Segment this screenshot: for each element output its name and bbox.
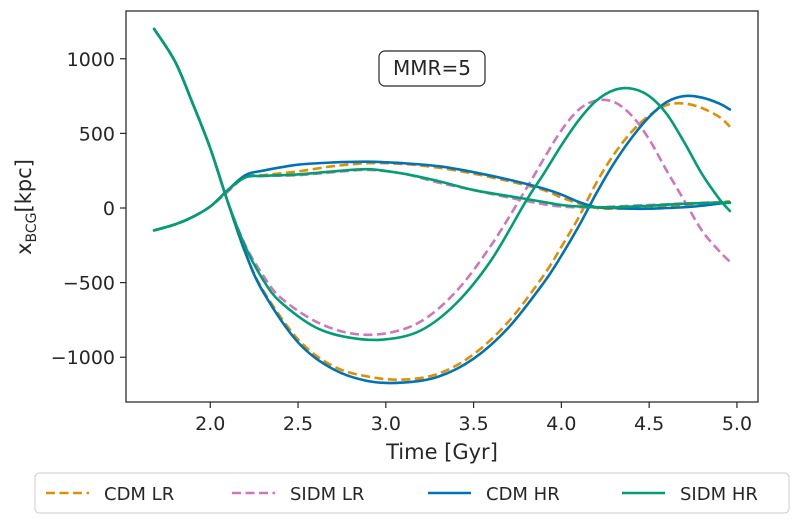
- curves: [152, 27, 732, 385]
- x-tick-label: 2.5: [283, 413, 313, 435]
- x-tick-label: 2.0: [195, 413, 225, 435]
- x-tick-label: 3.0: [371, 413, 401, 435]
- x-axis-label: Time [Gyr]: [385, 440, 498, 464]
- x-tick-label: 4.5: [634, 413, 664, 435]
- x-tick-label: 3.5: [458, 413, 488, 435]
- x-axis: 2.0 2.5 3.0 3.5 4.0 4.5 5.0: [195, 402, 752, 435]
- series-sidm-hr-curve-1: [152, 27, 732, 342]
- legend-label-cdm-hr: CDM HR: [486, 484, 560, 505]
- y-tick-label: 500: [79, 123, 115, 145]
- x-tick-label: 5.0: [722, 413, 752, 435]
- legend: CDM LR SIDM LR CDM HR SIDM HR: [34, 472, 790, 514]
- y-axis-label-sub: BCG: [24, 213, 40, 243]
- legend-label-sidm-lr: SIDM LR: [290, 484, 364, 505]
- y-axis-label: xBCG[kpc]: [12, 159, 40, 255]
- plot-frame: [125, 10, 759, 403]
- y-tick-label: 1000: [67, 49, 115, 71]
- series-sidm-hr-curve-2: [152, 167, 732, 232]
- legend-frame: [34, 472, 790, 514]
- legend-label-sidm-hr: SIDM HR: [680, 484, 758, 505]
- y-axis-label-unit: [kpc]: [12, 159, 36, 212]
- y-axis: −1000 −500 0 500 1000: [51, 49, 126, 369]
- annotation-box: MMR=5: [378, 50, 486, 87]
- x-tick-label: 4.0: [546, 413, 576, 435]
- y-axis-label-main: x: [12, 242, 36, 254]
- y-tick-label: −500: [63, 273, 115, 295]
- annotation-text: MMR=5: [393, 56, 471, 80]
- y-tick-label: −1000: [51, 347, 115, 369]
- y-tick-label: 0: [103, 198, 115, 220]
- legend-label-cdm-lr: CDM LR: [104, 484, 174, 505]
